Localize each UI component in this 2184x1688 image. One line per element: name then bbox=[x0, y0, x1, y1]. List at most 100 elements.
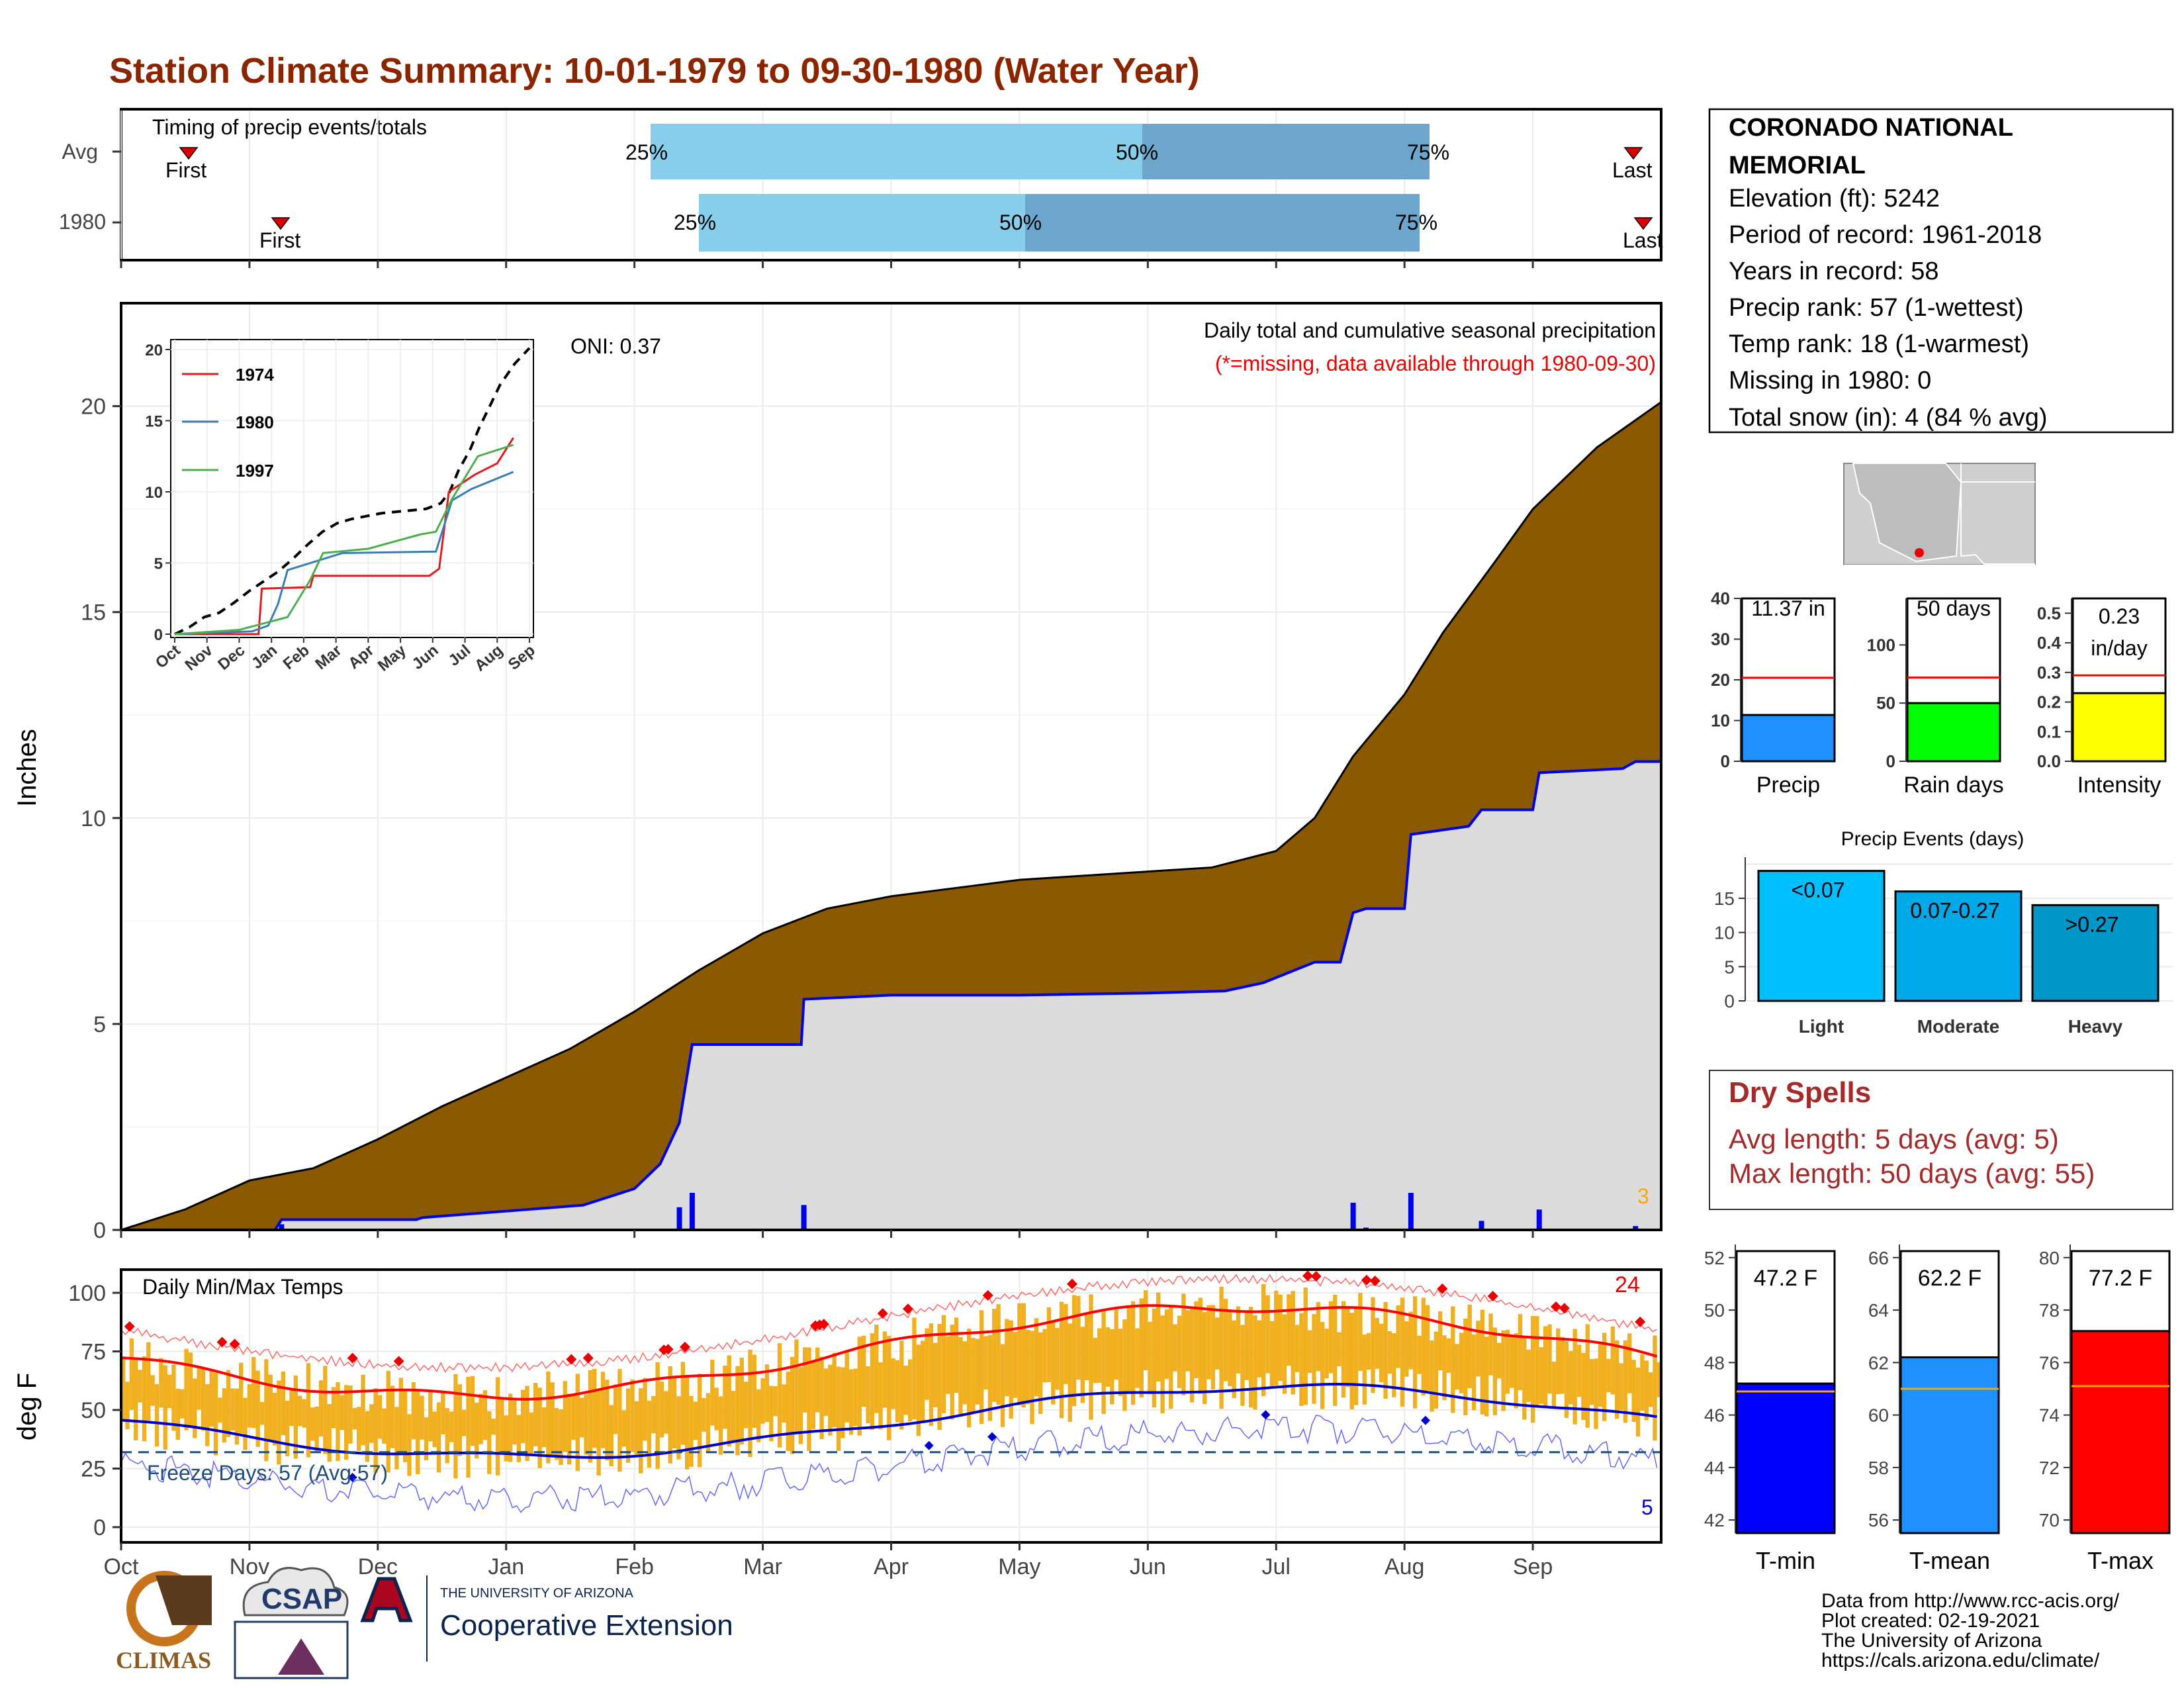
events-title: Precip Events (days) bbox=[1841, 828, 2025, 850]
temp-day-bar bbox=[491, 1419, 496, 1435]
temp-day-bar bbox=[306, 1363, 311, 1458]
temp-day-bar bbox=[424, 1417, 429, 1461]
record-high-marker bbox=[877, 1308, 888, 1319]
temp-day-bar bbox=[461, 1409, 467, 1436]
inset-ytick-label: 0 bbox=[154, 626, 163, 644]
temp-summary-label: T-mean bbox=[1909, 1547, 1990, 1574]
temp-day-bar bbox=[962, 1341, 967, 1405]
inset-ytick-label: 10 bbox=[145, 484, 163, 502]
temp-day-bar bbox=[340, 1395, 344, 1430]
temp-day-bar bbox=[764, 1364, 770, 1422]
inset-line-1980 bbox=[174, 471, 514, 635]
temp-day-bar bbox=[1476, 1321, 1480, 1377]
temp-day-bar bbox=[987, 1335, 993, 1421]
timing-avg-p50: 50% bbox=[1116, 140, 1158, 164]
temp-day-bar bbox=[983, 1336, 988, 1389]
precip-ytick-label: 15 bbox=[81, 600, 106, 626]
temp-day-bar bbox=[554, 1408, 559, 1460]
temp-day-bar bbox=[537, 1387, 542, 1468]
temp-day-bar bbox=[1657, 1362, 1661, 1397]
temp-day-bar bbox=[828, 1364, 833, 1436]
record-high-marker bbox=[902, 1303, 913, 1315]
temp-day-bar bbox=[1451, 1306, 1455, 1413]
temp-day-bar bbox=[1181, 1293, 1186, 1395]
temp-day-bar bbox=[1387, 1331, 1392, 1374]
temp-day-bar bbox=[786, 1371, 790, 1451]
temp-day-bar bbox=[933, 1342, 938, 1408]
mini-bar-ytick-label: 100 bbox=[1867, 635, 1895, 655]
temp-day-bar bbox=[659, 1381, 664, 1438]
temp-day-bar bbox=[1287, 1294, 1291, 1366]
mini-bar-ytick-label: 0.5 bbox=[2037, 603, 2061, 623]
temp-day-bar bbox=[394, 1407, 399, 1470]
temp-summary-ytick-label: 60 bbox=[1868, 1405, 1889, 1426]
footer-university: The University of Arizona bbox=[1821, 1630, 2042, 1652]
climas-logo-text: CLIMAS bbox=[116, 1647, 211, 1673]
temp-day-bar bbox=[470, 1376, 475, 1446]
temp-day-bar bbox=[1223, 1299, 1228, 1382]
month-label: Dec bbox=[358, 1554, 398, 1579]
inset-normal-line bbox=[174, 347, 531, 635]
temp-day-bar bbox=[129, 1338, 134, 1410]
temp-day-bar bbox=[609, 1405, 614, 1467]
temp-day-bar bbox=[861, 1335, 866, 1407]
temp-day-bar bbox=[1358, 1293, 1363, 1371]
dry-spells-avg: Avg length: 5 days (avg: 5) bbox=[1729, 1123, 2059, 1154]
temp-day-bar bbox=[866, 1366, 870, 1424]
temp-day-bar bbox=[723, 1365, 727, 1429]
temp-day-bar bbox=[482, 1390, 488, 1440]
temp-day-bar bbox=[1492, 1327, 1498, 1415]
temp-day-bar bbox=[121, 1358, 126, 1421]
month-label: Jul bbox=[1262, 1554, 1291, 1579]
temp-day-bar bbox=[352, 1407, 357, 1430]
ua-small-text: THE UNIVERSITY OF ARIZONA bbox=[440, 1586, 634, 1601]
temp-day-bar bbox=[1589, 1359, 1594, 1405]
timing-1980-first: First bbox=[259, 228, 300, 252]
temp-day-bar bbox=[457, 1384, 462, 1456]
mini-bar-label: Intensity bbox=[2077, 773, 2161, 798]
temp-day-bar bbox=[1400, 1297, 1405, 1407]
record-high-marker bbox=[216, 1336, 228, 1348]
temp-day-bar bbox=[1080, 1327, 1085, 1403]
temp-day-bar bbox=[348, 1385, 353, 1444]
inset-line-1974 bbox=[175, 437, 514, 635]
events-bar-text: 0.07-0.27 bbox=[1910, 899, 1999, 923]
temp-day-bar bbox=[1291, 1291, 1295, 1395]
temp-day-bar bbox=[1535, 1316, 1539, 1407]
temp-day-bar bbox=[1046, 1307, 1052, 1382]
temp-day-bar bbox=[874, 1325, 879, 1413]
oni-label: ONI: 0.37 bbox=[570, 334, 661, 358]
temp-ytick-label: 75 bbox=[81, 1340, 106, 1365]
temp-day-bar bbox=[857, 1336, 862, 1436]
record-high-marker bbox=[679, 1341, 690, 1352]
temp-day-bar bbox=[1585, 1324, 1590, 1428]
temp-day-bar bbox=[600, 1372, 606, 1448]
precip-total-value: 11.37 in bbox=[1751, 596, 1825, 620]
temp-day-bar bbox=[184, 1348, 189, 1430]
temp-day-bar bbox=[596, 1390, 601, 1476]
temp-day-bar bbox=[205, 1383, 210, 1446]
temp-day-bar bbox=[1152, 1308, 1157, 1408]
temp-summary-ytick-label: 50 bbox=[1704, 1300, 1725, 1321]
temp-day-bar bbox=[1143, 1290, 1148, 1371]
temp-day-bar bbox=[1627, 1333, 1632, 1393]
temp-summary-ytick-label: 76 bbox=[2039, 1352, 2060, 1373]
temp-panel-label: Daily Min/Max Temps bbox=[142, 1275, 343, 1299]
station-precip-rank: Precip rank: 57 (1-wettest) bbox=[1729, 294, 2024, 322]
temp-day-bar bbox=[718, 1396, 723, 1455]
temp-day-bar bbox=[1569, 1350, 1573, 1405]
temp-day-bar bbox=[630, 1380, 635, 1452]
record-high-marker bbox=[393, 1356, 404, 1367]
temp-day-bar bbox=[735, 1366, 740, 1456]
temp-summary-value: 77.2 F bbox=[2089, 1266, 2152, 1291]
temp-day-bar bbox=[790, 1356, 795, 1454]
temp-ylabel: deg F bbox=[13, 1373, 42, 1440]
timing-avg-first: First bbox=[165, 158, 206, 182]
temp-day-bar bbox=[1623, 1340, 1628, 1423]
temp-day-bar bbox=[1148, 1321, 1152, 1395]
month-label: Jan bbox=[488, 1554, 524, 1579]
events-bar-text: <0.07 bbox=[1792, 878, 1845, 902]
climas-logo-shape bbox=[156, 1575, 212, 1625]
temp-day-bar bbox=[903, 1365, 908, 1415]
temp-day-bar bbox=[1328, 1301, 1334, 1374]
